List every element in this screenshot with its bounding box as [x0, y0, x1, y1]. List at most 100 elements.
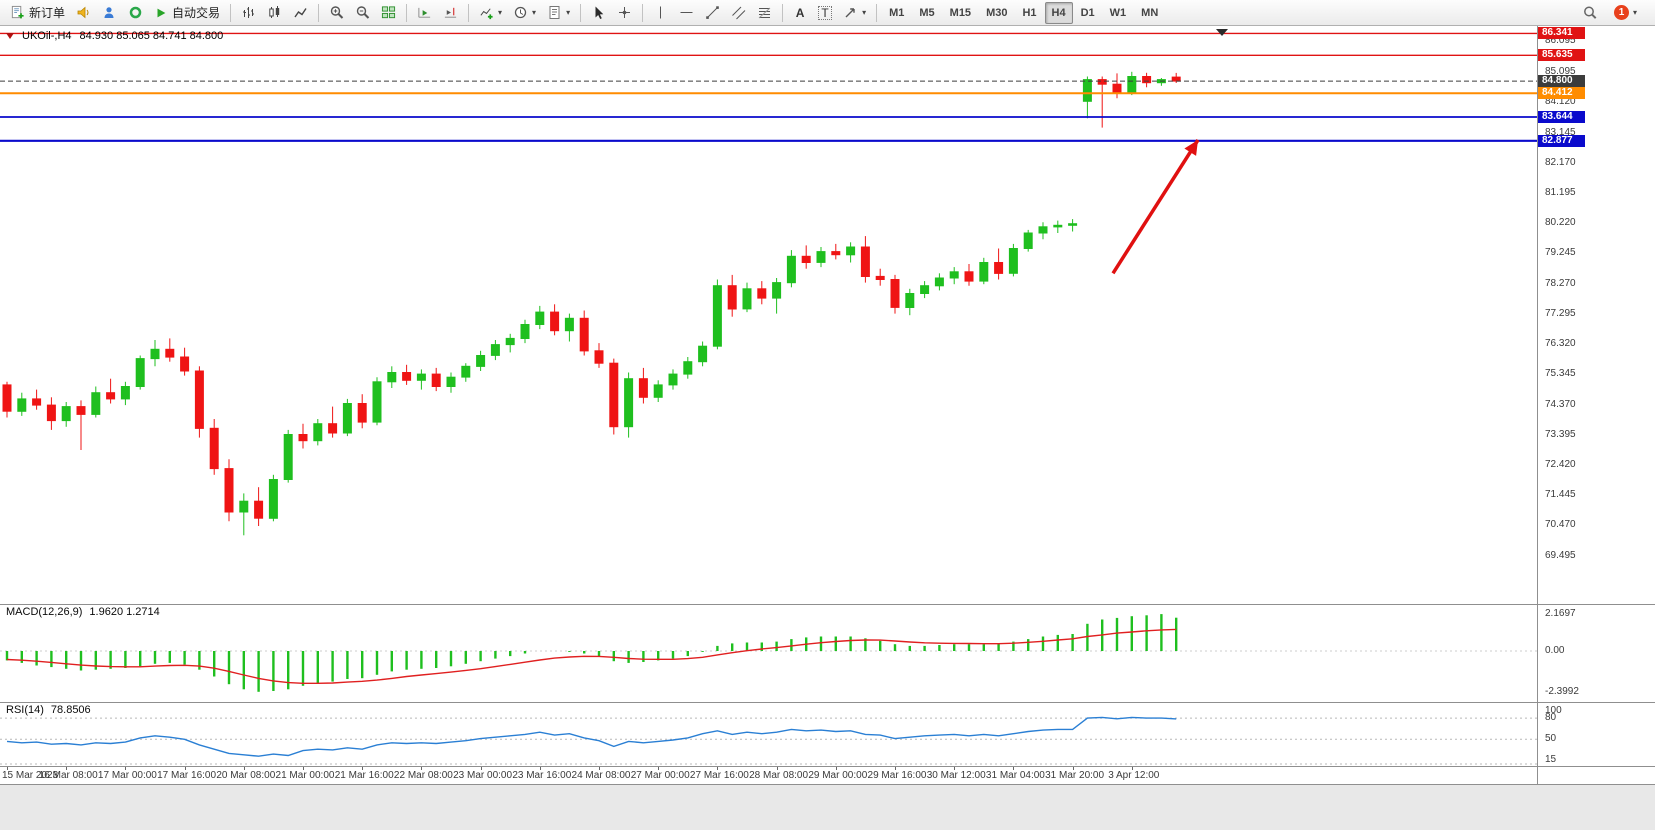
candlestick-button[interactable] [262, 2, 287, 24]
auto-scroll-button[interactable] [412, 2, 437, 24]
candle-body [772, 282, 782, 299]
chevron-down-icon: ▾ [566, 7, 571, 17]
timeframe-button-w1[interactable]: W1 [1103, 2, 1134, 24]
ring-icon [129, 6, 142, 19]
rsi-pane-separator[interactable] [0, 702, 1655, 703]
price-label: 86.095 [1545, 35, 1576, 46]
zoom-out-button[interactable] [350, 2, 375, 24]
candle-body [638, 378, 648, 398]
time-axis[interactable]: 15 Mar 2023 16 Mar 08:00 17 Mar 00:00 17 Ma… [0, 766, 1537, 784]
candle-body [2, 384, 12, 412]
price-label: 78.270 [1545, 277, 1576, 289]
rsi-plot[interactable] [0, 702, 1537, 766]
timeframe-button-d1[interactable]: D1 [1074, 2, 1102, 24]
autotrading-button[interactable]: 自动交易 [149, 2, 225, 24]
timeframe-button-m30[interactable]: M30 [979, 2, 1014, 24]
candle-body [964, 271, 974, 282]
candle-body [934, 277, 944, 287]
chart-shift-button[interactable] [438, 2, 463, 24]
macd-scale-label: 0.00 [1545, 645, 1565, 656]
macd-label: MACD(12,26,9) 1.9620 1.2714 [6, 606, 160, 618]
candle-body [550, 311, 560, 332]
notifications-button[interactable]: 1 ▾ [1609, 2, 1642, 24]
timeframe-button-m1[interactable]: M1 [882, 2, 911, 24]
vertical-line-tool-button[interactable] [648, 2, 673, 24]
macd-pane-separator[interactable] [0, 604, 1655, 605]
timeframe-button-m5[interactable]: M5 [912, 2, 941, 24]
time-label: 31 Mar 04:00 [985, 770, 1045, 781]
main-plot[interactable] [0, 26, 1537, 604]
timeframe-button-m15[interactable]: M15 [943, 2, 978, 24]
candle-body [165, 348, 175, 358]
time-label: 17 Mar 00:00 [97, 770, 157, 781]
candle-body [328, 423, 338, 434]
horizontal-line-tool-button[interactable] [674, 2, 699, 24]
candle-body [683, 361, 693, 375]
price-tag: 85.635 [1538, 49, 1585, 62]
macd-plot[interactable] [0, 604, 1537, 702]
bar-chart-button[interactable] [236, 2, 261, 24]
timeframe-button-h1[interactable]: H1 [1015, 2, 1043, 24]
line-chart-button[interactable] [288, 2, 313, 24]
market-button[interactable] [123, 2, 148, 24]
channel-tool-button[interactable] [726, 2, 751, 24]
candle-body [416, 373, 426, 381]
new-order-icon [11, 5, 24, 19]
text-tool-button[interactable]: A [788, 2, 812, 24]
search-button[interactable] [1577, 2, 1603, 24]
new-chart-button[interactable]: ▾ [474, 2, 507, 24]
fibonacci-icon [758, 7, 771, 19]
rsi-line [6, 716, 1177, 757]
time-label: 29 Mar 00:00 [808, 770, 868, 781]
candle-body [712, 285, 722, 347]
price-scale[interactable]: 86.095 85.095 84.120 83.145 82.170 81.195 80.2… [1538, 26, 1655, 784]
community-button[interactable] [97, 2, 122, 24]
timeframe-button-mn[interactable]: MN [1134, 2, 1165, 24]
timeframe-button-h4[interactable]: H4 [1044, 1, 1073, 24]
candle-body [150, 348, 160, 360]
candle-body [816, 251, 826, 263]
zoom-in-button[interactable] [324, 2, 349, 24]
candle-body [757, 288, 767, 299]
shapes-tool-button[interactable]: ▾ [838, 2, 871, 24]
vertical-line-icon [660, 6, 662, 19]
toolbar-separator [876, 3, 878, 22]
templates-button[interactable]: ▾ [542, 2, 575, 24]
cursor-icon [595, 6, 604, 19]
time-tick [954, 766, 956, 770]
candle-body [535, 311, 545, 326]
trendline-tool-button[interactable] [700, 2, 725, 24]
time-label: 27 Mar 00:00 [630, 770, 690, 781]
price-label: 73.395 [1545, 428, 1576, 440]
price-label: 85.095 [1545, 66, 1576, 77]
new-order-button[interactable]: 新订单 [5, 2, 70, 24]
window-menu-triangle-icon[interactable] [6, 33, 14, 39]
chevron-down-icon: ▾ [862, 7, 867, 17]
candle-body [1053, 224, 1063, 228]
tile-windows-button[interactable] [376, 2, 401, 24]
rsi-label: RSI(14) 78.8506 [6, 704, 91, 716]
toolbar-separator [230, 3, 232, 22]
ohlc-values: 84.930 85.065 84.741 84.800 [79, 30, 224, 42]
toolbar: 新订单 自动交易 [0, 0, 1655, 26]
periods-button[interactable]: ▾ [508, 2, 541, 24]
trend-arrow[interactable] [1111, 139, 1200, 275]
candle-body [979, 262, 989, 282]
crosshair-tool-button[interactable] [612, 2, 637, 24]
time-label: 24 Mar 08:00 [571, 770, 631, 781]
shift-marker-icon[interactable] [1216, 29, 1228, 36]
time-tick [658, 766, 660, 770]
symbol-period: UKOil-,H4 [22, 30, 72, 42]
label-tool-button[interactable]: T [813, 2, 837, 24]
price-label: 84.120 [1545, 96, 1576, 108]
candle-body [268, 479, 278, 519]
candle-body [624, 378, 634, 428]
candle-body [520, 324, 530, 339]
candle-body [905, 293, 915, 308]
fibonacci-tool-button[interactable] [752, 2, 777, 24]
macd-indicator-name: MACD(12,26,9) [6, 606, 83, 618]
rsi-indicator-value: 78.8506 [50, 704, 91, 716]
cursor-tool-button[interactable] [586, 2, 611, 24]
alerts-button[interactable] [71, 2, 96, 24]
price-tag: 83.644 [1538, 111, 1585, 123]
